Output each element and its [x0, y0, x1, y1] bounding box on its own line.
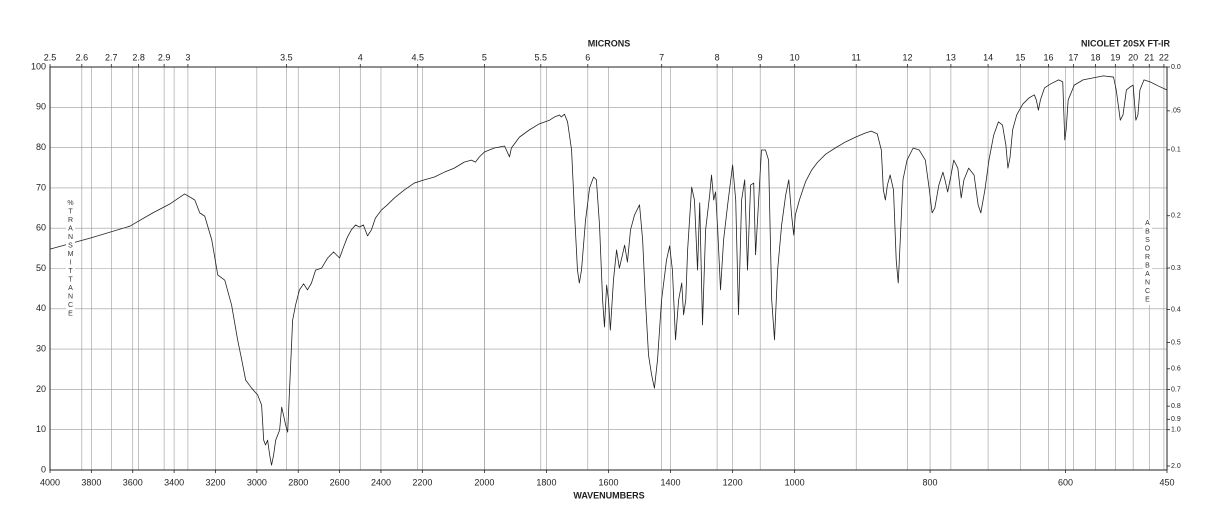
x2-tick-label: 2.6: [76, 52, 89, 62]
y2-tick-label: 1.0: [1171, 427, 1181, 434]
y-tick-label: 10: [36, 424, 46, 434]
x2-tick-label: 3.5: [280, 52, 293, 62]
x-tick-label: 3600: [123, 477, 143, 487]
y2-tick-label: .05: [1171, 108, 1181, 115]
x2-tick-label: 2.9: [158, 52, 171, 62]
grid: [49, 66, 1168, 471]
x-tick-label: 1000: [785, 477, 805, 487]
x2-tick-label: 18: [1091, 52, 1101, 62]
x2-tick-label: 5.5: [535, 52, 548, 62]
x2-tick-label: 15: [1015, 52, 1025, 62]
x-tick-label: 3800: [81, 477, 101, 487]
x2-tick-label: 20: [1128, 52, 1138, 62]
y-tick-label: 100: [31, 61, 46, 71]
x2-tick-label: 14: [983, 52, 993, 62]
x-tick-label: 1400: [661, 477, 681, 487]
x2-tick-label: 22: [1159, 52, 1169, 62]
y2-tick-label: 0.6: [1171, 366, 1181, 373]
x2-tick-label: 12: [902, 52, 912, 62]
x-tick-label: 2400: [371, 477, 391, 487]
y2-tick-label: 0.2: [1171, 213, 1181, 220]
x2-tick-label: 2.7: [105, 52, 118, 62]
y2-tick-label: 2.0: [1171, 463, 1181, 470]
x-tick-label: 450: [1159, 477, 1174, 487]
x2-tick-label: 6: [585, 52, 590, 62]
y2-tick-label: 0.7: [1171, 386, 1181, 393]
y2-tick-label: 0.9: [1171, 416, 1181, 423]
x2-tick-label: 8: [715, 52, 720, 62]
y2-tick-label: 0.0: [1171, 64, 1181, 71]
x2-tick-label: 16: [1044, 52, 1054, 62]
x-tick-label: 3200: [205, 477, 225, 487]
x-tick-label: 600: [1058, 477, 1073, 487]
x-tick-label: 3400: [164, 477, 184, 487]
y-tick-label: 0: [41, 464, 46, 474]
x-tick-label: 2600: [330, 477, 350, 487]
y2-tick-label: 0.1: [1171, 147, 1181, 154]
spectrum-line: [49, 75, 1168, 466]
y2-axis-label: ABSORBANCE: [1143, 220, 1152, 305]
y-tick-label: 80: [36, 142, 46, 152]
y-tick-label: 30: [36, 343, 46, 353]
y2-tick-label: 0.8: [1171, 403, 1181, 410]
x-tick-label: 2000: [474, 477, 494, 487]
x-tick-label: 2800: [288, 477, 308, 487]
x2-tick-label: 2.8: [132, 52, 145, 62]
x2-tick-label: 2.5: [44, 52, 57, 62]
y-tick-label: 50: [36, 263, 46, 273]
x-tick-label: 4000: [40, 477, 60, 487]
x2-tick-label: 19: [1110, 52, 1120, 62]
x2-tick-label: 13: [946, 52, 956, 62]
y-axis-label: %TRANSMITTANCE: [66, 200, 75, 319]
x2-tick-label: 17: [1068, 52, 1078, 62]
x2-tick-label: 3: [185, 52, 190, 62]
y2-tick-label: 0.3: [1171, 265, 1181, 272]
x2-axis-label: MICRONS: [588, 38, 631, 48]
y-tick-label: 90: [36, 102, 46, 112]
y-tick-label: 70: [36, 182, 46, 192]
x2-tick-label: 21: [1144, 52, 1154, 62]
y-tick-label: 40: [36, 303, 46, 313]
x-tick-label: 800: [923, 477, 938, 487]
y-tick-label: 60: [36, 223, 46, 233]
x2-tick-label: 11: [852, 52, 861, 62]
x2-tick-label: 10: [790, 52, 800, 62]
x-tick-label: 1800: [536, 477, 556, 487]
y2-tick-label: 0.4: [1171, 306, 1181, 313]
x-tick-label: 1600: [598, 477, 618, 487]
x2-tick-label: 7: [659, 52, 664, 62]
y-tick-label: 20: [36, 384, 46, 394]
x2-tick-label: 4.5: [411, 52, 424, 62]
x-axis-label: WAVENUMBERS: [573, 490, 644, 500]
x-tick-label: 2200: [412, 477, 432, 487]
chart-title: NICOLET 20SX FT-IR: [1081, 38, 1171, 48]
x2-tick-label: 5: [482, 52, 487, 62]
x-tick-label: 1200: [723, 477, 743, 487]
x2-tick-label: 4: [358, 52, 363, 62]
x-tick-label: 3000: [247, 477, 267, 487]
y2-tick-label: 0.5: [1171, 339, 1181, 346]
x2-tick-label: 9: [758, 52, 763, 62]
